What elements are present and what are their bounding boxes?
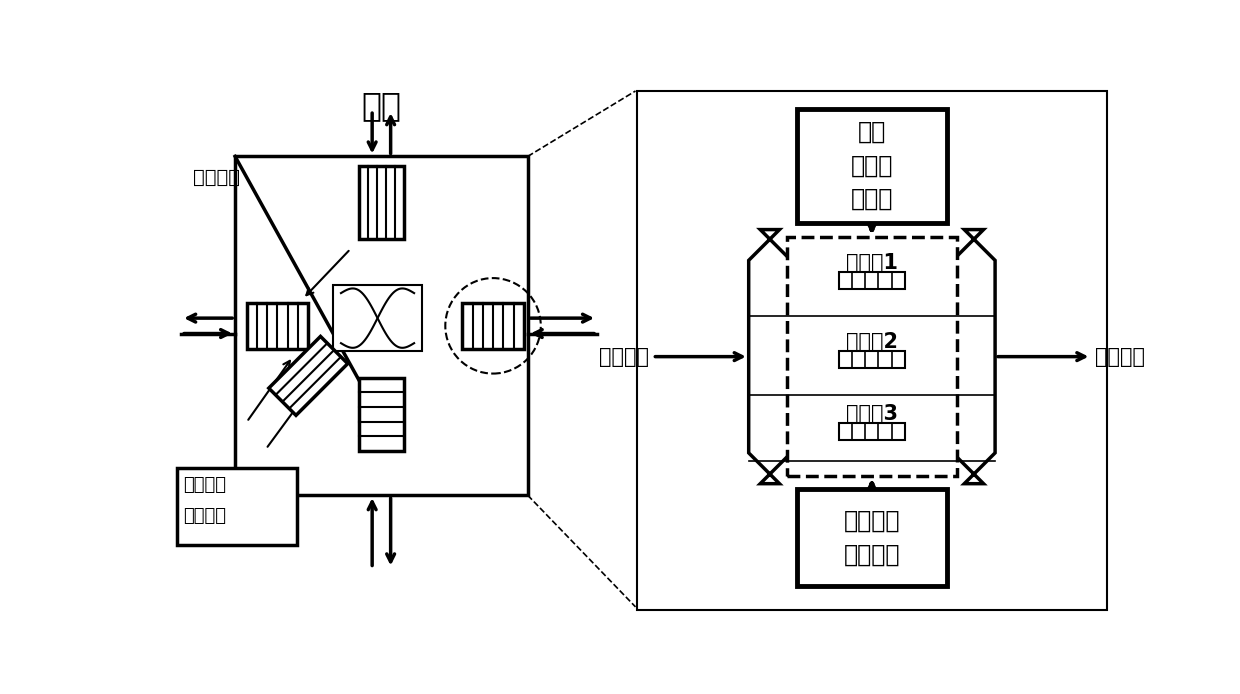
Text: 链路: 链路 [361,90,402,122]
Bar [177,468,296,545]
Text: 缓存
分段门
控模块: 缓存 分段门 控模块 [851,120,893,211]
Text: 时钟预判
开关模块: 时钟预判 开关模块 [843,509,900,566]
Bar [787,237,956,476]
Text: 处理单元: 处理单元 [182,507,226,525]
Text: 输出数据: 输出数据 [1095,346,1146,366]
Text: 虚通道1: 虚通道1 [846,253,898,273]
Bar [839,423,905,440]
Bar [236,156,528,496]
Text: 输入数据: 输入数据 [599,346,649,366]
Polygon shape [749,230,791,484]
Text: 交叉开关: 交叉开关 [192,168,239,187]
Bar [839,351,905,368]
Text: 虚通道3: 虚通道3 [846,404,898,424]
Bar [797,489,947,586]
Text: 网络接口: 网络接口 [182,476,226,494]
Text: 虚通道2: 虚通道2 [846,332,898,352]
Bar [269,337,347,415]
Bar [839,272,905,289]
Polygon shape [952,230,994,484]
Bar [463,303,523,349]
Bar [247,303,309,349]
Bar [360,378,404,451]
Bar [360,166,404,239]
Bar [637,91,1107,610]
Bar [797,109,947,223]
Bar [334,285,422,351]
